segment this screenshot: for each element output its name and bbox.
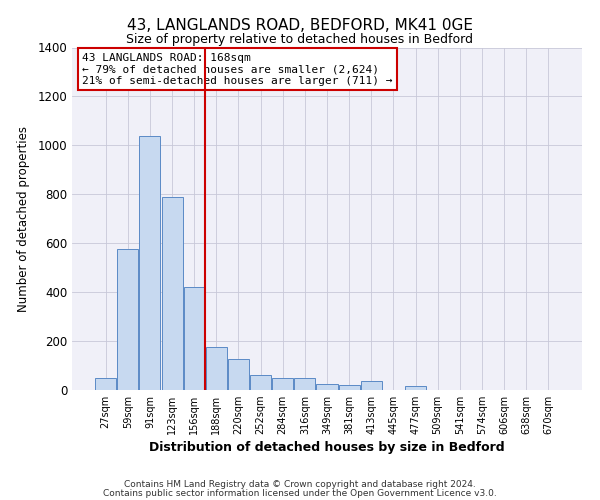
Bar: [405, 386, 426, 390]
Text: 43 LANGLANDS ROAD: 168sqm
← 79% of detached houses are smaller (2,624)
21% of se: 43 LANGLANDS ROAD: 168sqm ← 79% of detac…: [82, 52, 392, 86]
Text: Contains public sector information licensed under the Open Government Licence v3: Contains public sector information licen…: [103, 488, 497, 498]
Bar: [228, 360, 249, 390]
Text: Contains HM Land Registry data © Crown copyright and database right 2024.: Contains HM Land Registry data © Crown c…: [124, 480, 476, 489]
Bar: [95, 378, 116, 390]
Bar: [139, 136, 160, 390]
Text: 43, LANGLANDS ROAD, BEDFORD, MK41 0GE: 43, LANGLANDS ROAD, BEDFORD, MK41 0GE: [127, 18, 473, 32]
Bar: [184, 287, 205, 390]
Bar: [316, 384, 338, 390]
Bar: [295, 378, 316, 390]
Bar: [118, 250, 139, 390]
Bar: [250, 376, 271, 390]
Y-axis label: Number of detached properties: Number of detached properties: [17, 126, 31, 312]
Bar: [206, 347, 227, 390]
Bar: [361, 382, 382, 390]
X-axis label: Distribution of detached houses by size in Bedford: Distribution of detached houses by size …: [149, 442, 505, 454]
Bar: [161, 196, 182, 390]
Text: Size of property relative to detached houses in Bedford: Size of property relative to detached ho…: [127, 32, 473, 46]
Bar: [338, 385, 359, 390]
Bar: [272, 378, 293, 390]
